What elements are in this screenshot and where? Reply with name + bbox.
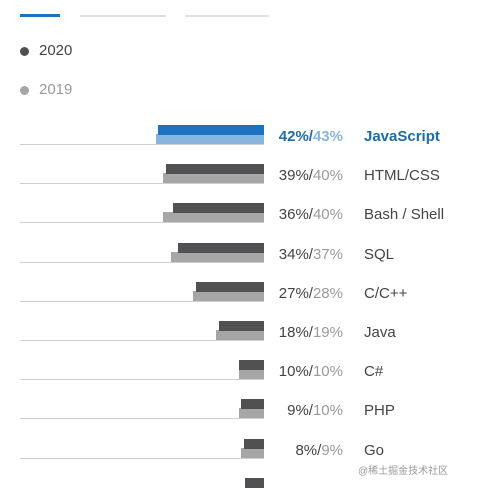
value-separator: / <box>308 402 313 419</box>
value-2020-php: 9% <box>287 402 309 419</box>
category-label-html-css: HTML/CSS <box>364 167 440 184</box>
percent-label-c: 10%/10% <box>256 362 343 382</box>
legend-label-2020: 2020 <box>39 42 73 59</box>
value-2019-javascript: 43% <box>312 128 343 145</box>
bar-2019-c-c <box>193 291 264 301</box>
value-separator: / <box>308 128 313 145</box>
bar-row-bash-shell: 36%/40% Bash / Shell <box>0 197 480 237</box>
category-label-go: Go <box>364 442 385 459</box>
percent-label-sql: 34%/37% <box>256 245 343 265</box>
bar-2019-bash-shell <box>163 212 264 222</box>
watermark: @稀土掘金技术社区 <box>358 466 449 477</box>
baseline-c <box>20 379 264 380</box>
value-2020-c: 10% <box>278 363 309 380</box>
bar-row-php: 9%/10% PHP <box>0 393 480 433</box>
value-separator: / <box>308 324 313 341</box>
bar-2019-java <box>216 330 264 340</box>
baseline-bash-shell <box>20 222 264 223</box>
baseline-java <box>20 340 264 341</box>
value-2020-go: 8% <box>295 442 318 459</box>
bar-2020-c-c <box>196 282 264 292</box>
bar-2020-php <box>241 399 264 409</box>
value-2020-c-c: 27% <box>278 285 309 302</box>
baseline-sql <box>20 262 264 263</box>
tab-3[interactable] <box>185 15 269 17</box>
category-label-c: C# <box>364 363 384 380</box>
value-2019-c: 10% <box>312 363 343 380</box>
bar-2019-php <box>239 408 264 418</box>
value-2019-php: 10% <box>312 402 343 419</box>
value-2020-javascript: 42% <box>278 128 309 145</box>
value-separator: / <box>308 363 313 380</box>
category-label-java: Java <box>364 324 396 341</box>
tab-bar <box>0 0 480 20</box>
value-separator: / <box>317 442 322 459</box>
percent-label-go: 8%/9% <box>256 441 343 461</box>
bar-row-html-css: 39%/40% HTML/CSS <box>0 158 480 198</box>
category-label-bash-shell: Bash / Shell <box>364 206 445 223</box>
bar-row-go: 8%/9% Go <box>0 433 480 473</box>
baseline-go <box>20 458 264 459</box>
percent-label-javascript: 42%/43% <box>256 127 343 147</box>
value-2020-bash-shell: 36% <box>278 206 309 223</box>
percent-label-java: 18%/19% <box>256 323 343 343</box>
value-2019-sql: 37% <box>312 246 343 263</box>
bar-2020-html-css <box>166 164 264 174</box>
bar-2020-java <box>219 321 264 331</box>
category-label-javascript: JavaScript <box>364 128 440 145</box>
value-2020-sql: 34% <box>278 246 309 263</box>
legend-dot-2019 <box>20 86 29 95</box>
bar-2020-go <box>244 439 264 449</box>
value-2019-bash-shell: 40% <box>312 206 343 223</box>
tab-1[interactable] <box>20 14 60 17</box>
value-2019-java: 19% <box>312 324 343 341</box>
bar-2019-html-css <box>163 173 264 183</box>
bar-2019-c <box>239 369 264 379</box>
tab-2[interactable] <box>80 15 166 17</box>
percent-label-c-c: 27%/28% <box>256 284 343 304</box>
baseline-javascript <box>20 144 264 145</box>
percent-label-html-css: 39%/40% <box>256 166 343 186</box>
bar-2020-sql <box>178 243 264 253</box>
bar-2019-go <box>241 448 264 458</box>
baseline-php <box>20 418 264 419</box>
bar-2020-c <box>239 360 264 370</box>
percent-label-php: 9%/10% <box>256 401 343 421</box>
bar-row-c: 10%/10% C# <box>0 354 480 394</box>
bar-2019-javascript <box>156 134 264 144</box>
legend-dot-2020 <box>20 47 29 56</box>
legend-label-2019: 2019 <box>39 81 73 98</box>
baseline-c-c <box>20 301 264 302</box>
baseline-html-css <box>20 183 264 184</box>
category-label-sql: SQL <box>364 246 395 263</box>
value-2020-html-css: 39% <box>278 167 309 184</box>
value-separator: / <box>308 246 313 263</box>
bar-row-java: 18%/19% Java <box>0 315 480 355</box>
value-2020-java: 18% <box>278 324 309 341</box>
bar-2020-bash-shell <box>173 203 264 213</box>
value-separator: / <box>308 285 313 302</box>
value-2019-html-css: 40% <box>312 167 343 184</box>
value-2019-go: 9% <box>321 442 343 459</box>
bar-row-javascript: 42%/43% JavaScript <box>0 119 480 159</box>
bar-row-c-c: 27%/28% C/C++ <box>0 276 480 316</box>
category-label-php: PHP <box>364 402 395 419</box>
value-separator: / <box>308 167 313 184</box>
category-label-c-c: C/C++ <box>364 285 408 302</box>
value-separator: / <box>308 206 313 223</box>
bar-row-sql: 34%/37% SQL <box>0 237 480 277</box>
percent-label-bash-shell: 36%/40% <box>256 205 343 225</box>
bar-2019-sql <box>171 252 264 262</box>
bar-2020-javascript <box>158 125 264 135</box>
value-2019-c-c: 28% <box>312 285 343 302</box>
